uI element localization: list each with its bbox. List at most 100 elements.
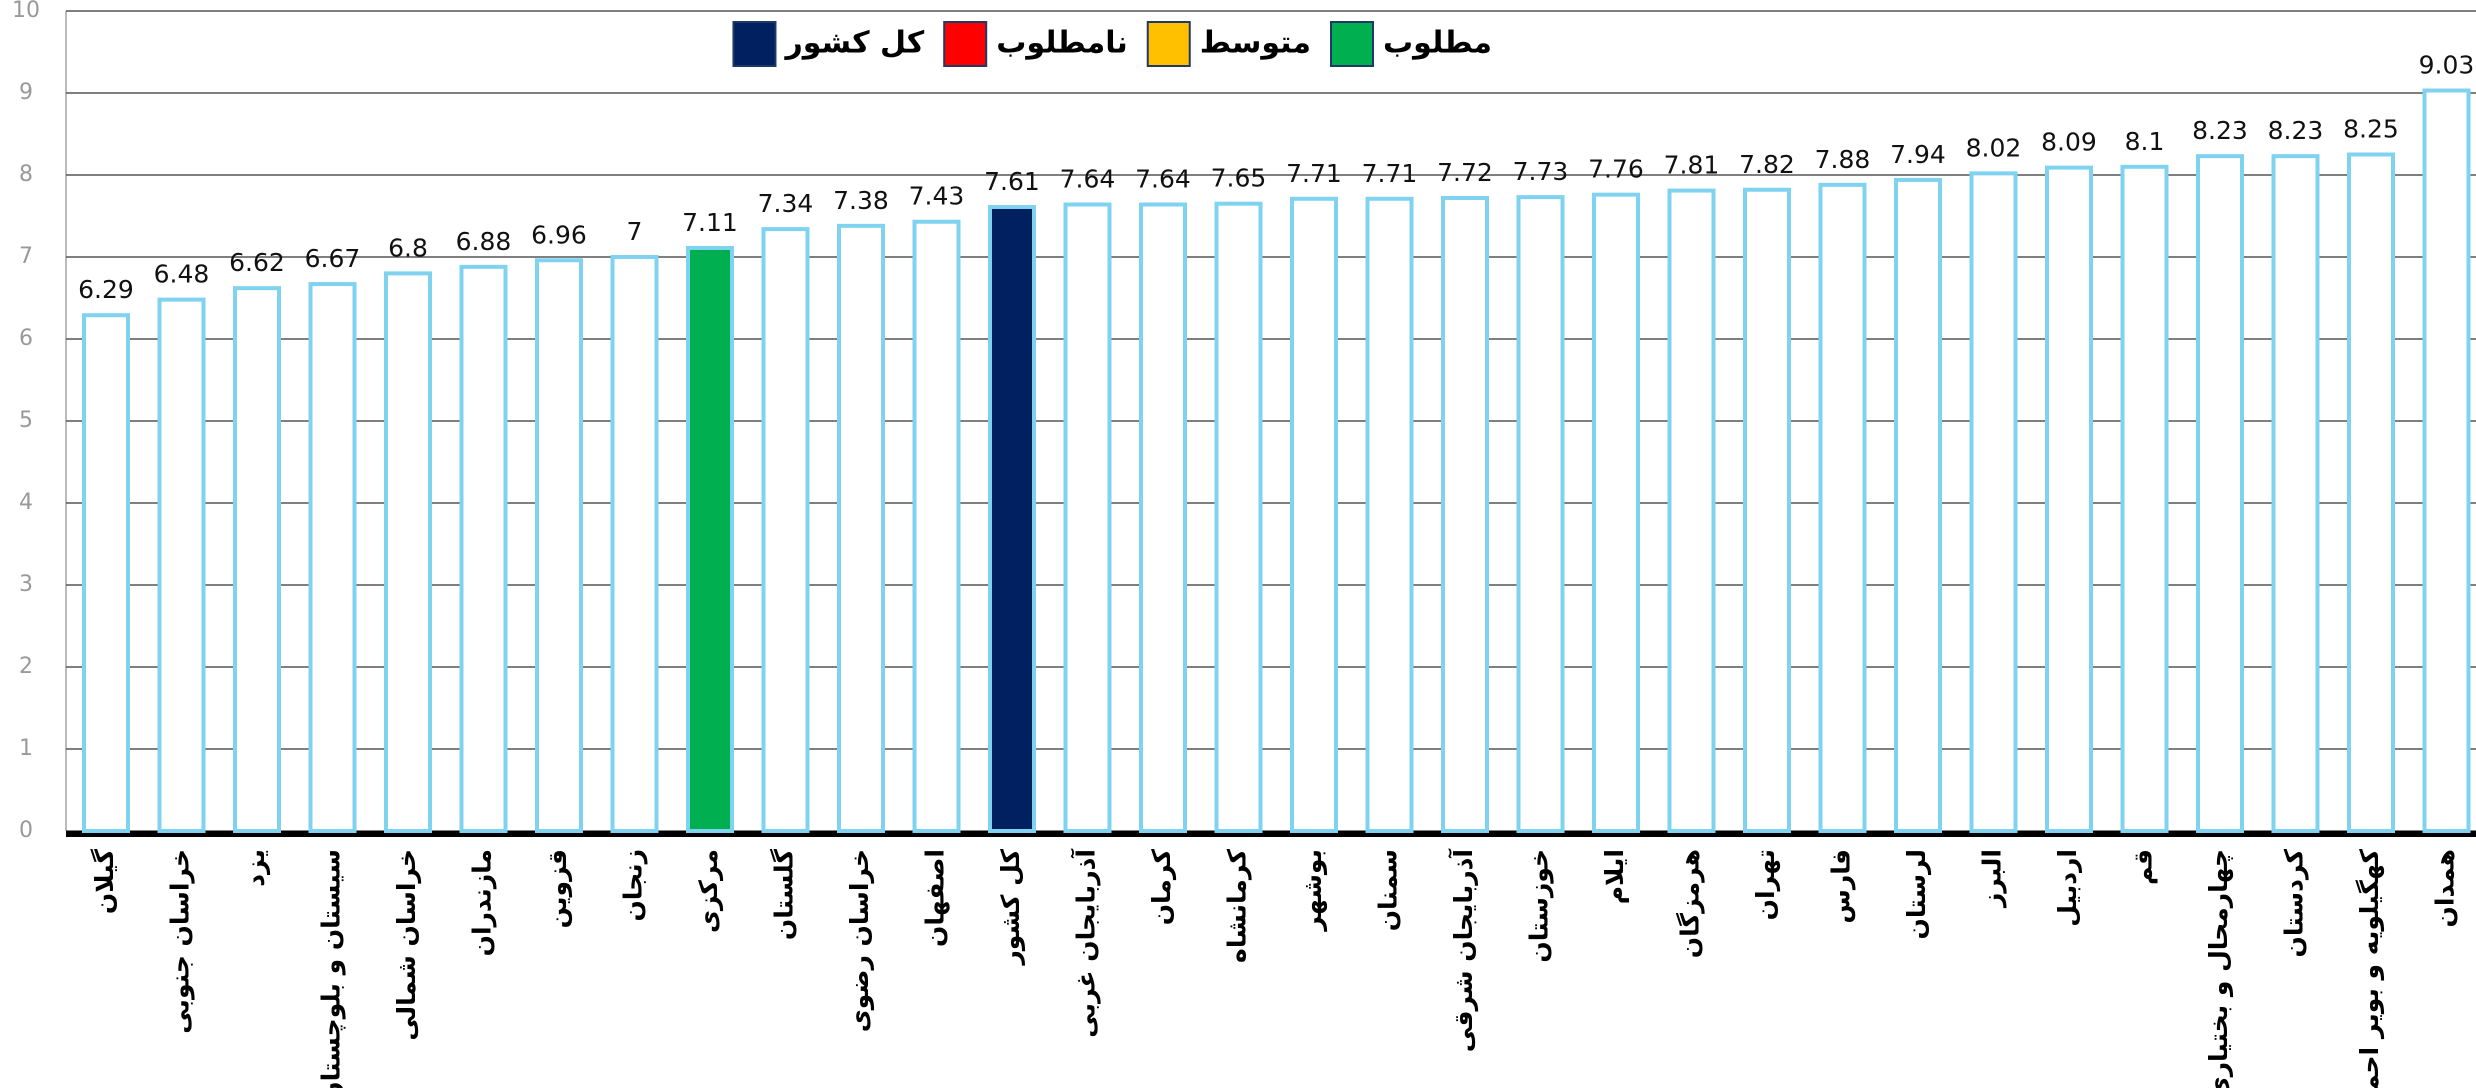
value-label: 6.96 <box>531 220 587 249</box>
bar <box>2120 164 2169 834</box>
bar <box>157 297 206 833</box>
bar <box>761 227 810 833</box>
bar <box>1592 192 1640 833</box>
legend-label: نامطلوب <box>996 26 1128 61</box>
x-tick-label: مازندران <box>468 849 497 956</box>
legend-label: مطلوب <box>1383 26 1492 61</box>
x-tick-label: قزوین <box>543 849 573 928</box>
x-tick-label: سیستان و بلوچستان <box>317 849 347 1088</box>
y-tick-label: 4 <box>19 490 33 515</box>
bar <box>1441 195 1489 833</box>
x-tick-label: آذربایجان شرقی <box>1448 848 1479 1053</box>
bar <box>1969 171 2018 834</box>
bar <box>2422 88 2471 834</box>
y-tick-label: 7 <box>19 244 33 269</box>
x-tick-label: البرز <box>1978 849 2008 909</box>
value-label: 7.38 <box>833 186 889 215</box>
bar <box>1894 177 1942 834</box>
x-tick-label: تهران <box>1751 849 1781 920</box>
bar <box>459 264 508 833</box>
x-tick-label: فارس <box>1827 849 1856 924</box>
x-tick-label: خراسان رضوی <box>845 849 875 1032</box>
value-label: 7.88 <box>1815 145 1871 174</box>
x-tick-label: زنجان <box>619 849 648 922</box>
bar <box>384 271 432 833</box>
x-tick-label: آذربایجان غربی <box>1071 848 1102 1038</box>
x-tick-label: کهگیلویه و بویر احمد <box>2355 849 2385 1088</box>
value-label: 6.48 <box>154 260 210 289</box>
value-label: 7 <box>627 217 643 246</box>
x-tick-label: قم <box>2129 849 2158 885</box>
bar <box>1667 188 1716 833</box>
value-label: 7.61 <box>984 167 1040 196</box>
bar <box>1743 187 1791 833</box>
y-tick-label: 5 <box>19 408 33 433</box>
bar <box>988 204 1036 834</box>
y-tick-label: 9 <box>19 80 33 105</box>
value-label: 7.11 <box>682 208 738 237</box>
bar <box>2045 165 2093 833</box>
bar <box>535 258 583 833</box>
x-tick-label: اردبیل <box>2053 849 2082 927</box>
bar <box>1818 182 1867 833</box>
value-label: 8.23 <box>2268 116 2324 145</box>
value-label: 7.81 <box>1664 151 1720 180</box>
y-tick-label: 2 <box>19 654 33 679</box>
bar <box>610 255 659 833</box>
x-tick-label: کردستان <box>2280 849 2310 958</box>
value-label: 7.43 <box>909 182 965 211</box>
x-tick-label: چهارمحال و بختیاری <box>2204 849 2234 1088</box>
x-tick-label: گلستان <box>770 849 799 941</box>
bar <box>837 223 885 833</box>
value-label: 7.65 <box>1211 164 1267 193</box>
value-label: 6.67 <box>305 244 361 273</box>
value-label: 8.25 <box>2343 115 2399 144</box>
value-label: 7.71 <box>1286 159 1342 188</box>
value-label: 8.1 <box>2125 127 2165 156</box>
value-label: 9.03 <box>2419 51 2475 80</box>
x-tick-label: لرستان <box>1902 849 1932 939</box>
legend-swatch <box>943 21 988 67</box>
bar <box>2196 154 2244 833</box>
value-label: 7.64 <box>1060 165 1116 194</box>
x-tick-label: ایلام <box>1600 849 1629 904</box>
y-tick-label: 8 <box>19 162 33 187</box>
bar <box>1214 201 1263 833</box>
bar <box>2347 152 2395 833</box>
value-label: 6.8 <box>388 233 428 262</box>
x-tick-label: کرمان <box>1147 849 1177 926</box>
x-tick-label: خوزستان <box>1525 849 1555 963</box>
bar <box>2271 154 2320 833</box>
x-tick-label: خراسان جنوبی <box>166 849 196 1034</box>
legend-swatch <box>1330 21 1374 67</box>
y-tick-label: 3 <box>19 572 33 597</box>
bar <box>1516 195 1565 833</box>
value-label: 6.29 <box>78 275 134 304</box>
value-label: 7.34 <box>758 189 814 218</box>
y-tick-label: 6 <box>19 326 33 351</box>
value-label: 7.94 <box>1890 140 1946 169</box>
x-tick-label: اصفهان <box>921 849 951 947</box>
x-tick-label: هرمزگان <box>1676 849 1706 958</box>
value-label: 6.88 <box>456 227 512 256</box>
x-tick-label: کرمانشاه <box>1223 849 1253 963</box>
bar <box>912 219 961 834</box>
x-tick-label: همدان <box>2431 849 2460 927</box>
bar <box>686 245 734 834</box>
bar <box>1139 202 1187 833</box>
legend-label: کل کشور <box>783 26 924 61</box>
legend-label: متوسط <box>1200 26 1311 61</box>
x-tick-label: یزد <box>241 849 271 887</box>
x-tick-label: بوشهر <box>1298 849 1328 933</box>
bar <box>233 286 281 834</box>
y-tick-label: 0 <box>19 818 33 843</box>
value-label: 7.73 <box>1513 157 1569 186</box>
legend-swatch <box>732 21 777 67</box>
x-tick-label: کل کشور <box>996 849 1026 967</box>
x-tick-label: مرکزی <box>694 849 724 933</box>
bar <box>82 313 130 834</box>
value-label: 7.72 <box>1437 158 1493 187</box>
value-label: 7.82 <box>1739 150 1795 179</box>
value-label: 8.09 <box>2041 128 2097 157</box>
x-tick-label: سمنان <box>1374 849 1403 931</box>
